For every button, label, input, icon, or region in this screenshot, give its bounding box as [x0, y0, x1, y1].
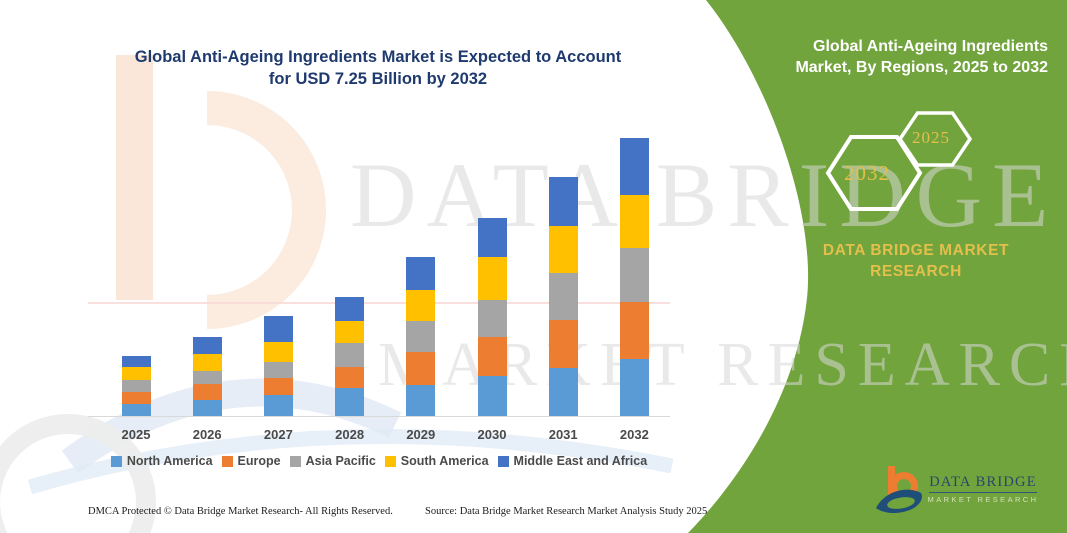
side-panel-heading: Global Anti-Ageing Ingredients Market, B…	[738, 36, 1048, 78]
legend-swatch-icon	[384, 455, 396, 467]
bar-segment-north-america	[477, 376, 507, 416]
x-axis-label: 2031	[548, 427, 578, 442]
legend-item: Middle East and Africa	[497, 454, 648, 468]
x-axis-label: 2028	[335, 427, 365, 442]
chart-legend: North America Europe Asia Pacific South Ame…	[88, 454, 670, 468]
bar-segment-europe	[192, 384, 222, 400]
bar-segment-north-america	[263, 395, 293, 416]
bar-segment-north-america	[548, 368, 578, 416]
legend-label: Europe	[237, 454, 281, 468]
footer-dmca-text: DMCA Protected © Data Bridge Market Rese…	[88, 506, 393, 517]
footer-source-text: Source: Data Bridge Market Research Mark…	[425, 506, 708, 517]
side-panel-heading-line1: Global Anti-Ageing Ingredients	[813, 38, 1048, 55]
bar-segment-middle-east-and-africa	[619, 138, 649, 195]
bar-segment-europe	[477, 337, 507, 376]
bar-segment-europe	[121, 392, 151, 404]
x-axis-label: 2025	[121, 427, 151, 442]
chart-title: Global Anti-Ageing Ingredients Market is…	[86, 46, 670, 90]
side-panel-heading-line2: Market, By Regions, 2025 to 2032	[795, 59, 1048, 76]
watermark-b-stem	[116, 55, 153, 300]
watermark-ring	[0, 414, 156, 533]
bar-segment-south-america	[192, 354, 222, 371]
brand-text: DATA BRIDGE MARKET RESEARCH	[775, 240, 1057, 282]
bar-segment-south-america	[477, 257, 507, 300]
x-axis-line	[88, 416, 670, 417]
bar-segment-europe	[619, 302, 649, 359]
hexagon-label-2032: 2032	[844, 161, 890, 185]
bar-segment-europe	[335, 367, 365, 388]
bar-segment-asia-pacific	[477, 300, 507, 337]
bar-segment-asia-pacific	[548, 273, 578, 320]
bar-segment-middle-east-and-africa	[192, 337, 222, 354]
bar-segment-asia-pacific	[335, 343, 365, 367]
legend-item: Europe	[221, 454, 281, 468]
bar-segment-asia-pacific	[406, 321, 436, 352]
chart-title-line1: Global Anti-Ageing Ingredients Market is…	[134, 48, 622, 66]
bar-segment-middle-east-and-africa	[406, 257, 436, 290]
bar-segment-north-america	[406, 385, 436, 416]
bar-segment-north-america	[121, 404, 151, 416]
x-axis-label: 2026	[192, 427, 222, 442]
hexagon-label-2025: 2025	[912, 128, 950, 147]
legend-label: Asia Pacific	[305, 454, 376, 468]
bar-segment-europe	[263, 378, 293, 395]
bar-segment-asia-pacific	[121, 380, 151, 392]
x-axis-label: 2029	[406, 427, 436, 442]
logo-d-cutout	[887, 497, 915, 509]
bar-segment-north-america	[192, 400, 222, 416]
bar-segment-asia-pacific	[192, 371, 222, 384]
bar-segment-middle-east-and-africa	[335, 297, 365, 321]
bar-segment-middle-east-and-africa	[263, 316, 293, 342]
legend-item: South America	[384, 454, 489, 468]
watermark-accent-line	[88, 302, 670, 304]
logo-underline	[929, 492, 1037, 493]
x-axis-label: 2032	[619, 427, 649, 442]
legend-item: Asia Pacific	[289, 454, 376, 468]
bar-segment-south-america	[548, 226, 578, 273]
logo-title: DATA BRIDGE	[929, 474, 1037, 490]
bar-segment-north-america	[619, 359, 649, 416]
bar-segment-middle-east-and-africa	[477, 218, 507, 257]
bar-segment-middle-east-and-africa	[121, 356, 151, 367]
bar-segment-south-america	[263, 342, 293, 362]
legend-swatch-icon	[289, 455, 301, 467]
legend-swatch-icon	[221, 455, 233, 467]
chart-title-line2: for USD 7.25 Billion by 2032	[268, 70, 488, 88]
bar-segment-south-america	[619, 195, 649, 248]
bar-segment-asia-pacific	[263, 362, 293, 378]
stacked-bar-chart: 2025 2026 2027 2028 2029 2030 2031 2032	[121, 138, 649, 442]
legend-swatch-icon	[497, 455, 509, 467]
bar-segment-south-america	[121, 367, 151, 380]
brand-text-line1: DATA BRIDGE MARKET	[822, 242, 1010, 259]
bar-segment-europe	[406, 352, 436, 385]
bar-segment-south-america	[335, 321, 365, 343]
legend-swatch-icon	[110, 455, 122, 467]
bar-segment-europe	[548, 320, 578, 368]
hexagon-2025	[897, 111, 973, 167]
legend-label: Middle East and Africa	[513, 454, 648, 468]
brand-text-line2: RESEARCH	[870, 263, 962, 280]
watermark-b-bowl	[206, 91, 326, 329]
hexagon-2032	[825, 135, 923, 211]
side-panel-shape	[688, 0, 1067, 533]
bar-segment-south-america	[406, 290, 436, 321]
bar-segment-middle-east-and-africa	[548, 177, 578, 226]
legend-label: North America	[126, 454, 213, 468]
bar-segment-asia-pacific	[619, 248, 649, 302]
logo-subtitle: MARKET RESEARCH	[927, 495, 1039, 504]
legend-label: South America	[400, 454, 489, 468]
bar-segment-north-america	[335, 388, 365, 416]
x-axis-label: 2027	[263, 427, 293, 442]
legend-item: North America	[110, 454, 213, 468]
x-axis-label: 2030	[477, 427, 507, 442]
